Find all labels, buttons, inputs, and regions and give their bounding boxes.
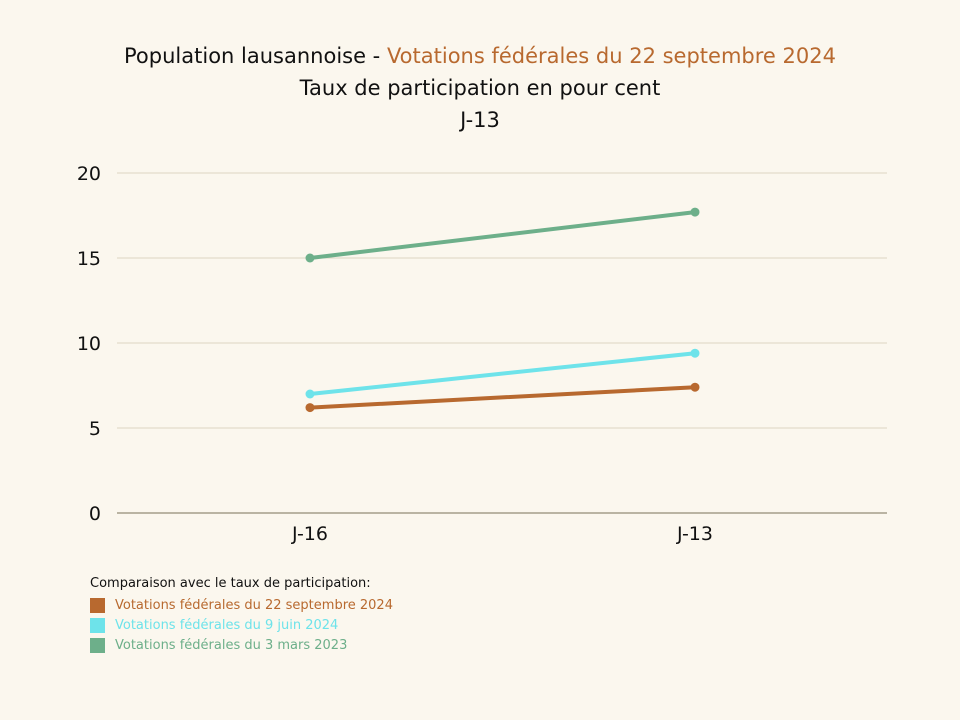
x-tick-label: J-16 (291, 523, 328, 545)
chart-title: Population lausannoise - Votations fédér… (0, 40, 960, 72)
legend-item-jun-2024: Votations fédérales du 9 juin 2024 (90, 615, 393, 635)
data-point (305, 389, 315, 399)
legend-label: Votations fédérales du 3 mars 2023 (115, 637, 348, 653)
title-prefix: Population lausannoise - (124, 44, 387, 68)
y-tick-label: 0 (89, 503, 101, 525)
series-line (308, 210, 697, 260)
chart-period: J-13 (460, 108, 500, 132)
y-tick-label: 5 (89, 418, 101, 440)
y-tick-label: 15 (77, 248, 101, 270)
legend-swatch (90, 617, 105, 633)
data-point (690, 207, 700, 217)
legend-item-sep-2024: Votations fédérales du 22 septembre 2024 (90, 595, 393, 615)
x-tick-label: J-13 (676, 523, 713, 545)
series-line (308, 385, 697, 410)
title-highlight: Votations fédérales du 22 septembre 2024 (386, 44, 836, 68)
legend-item-mar-2023: Votations fédérales du 3 mars 2023 (90, 635, 393, 655)
data-point (690, 348, 700, 358)
legend-swatch (90, 637, 105, 653)
series-line (308, 351, 697, 396)
data-point (305, 253, 315, 263)
data-point (690, 382, 700, 392)
data-point (305, 403, 315, 413)
legend-label: Votations fédérales du 22 septembre 2024 (115, 597, 393, 613)
legend-label: Votations fédérales du 9 juin 2024 (115, 617, 339, 633)
y-tick-label: 20 (77, 163, 101, 185)
chart-subtitle: Taux de participation en pour cent (299, 76, 661, 100)
legend-title: Comparaison avec le taux de participatio… (90, 576, 371, 591)
chart-legend: Comparaison avec le taux de participatio… (90, 574, 393, 655)
legend-swatch (90, 597, 105, 613)
chart-titles: Population lausannoise - Votations fédér… (0, 40, 960, 136)
y-tick-label: 10 (77, 333, 101, 355)
